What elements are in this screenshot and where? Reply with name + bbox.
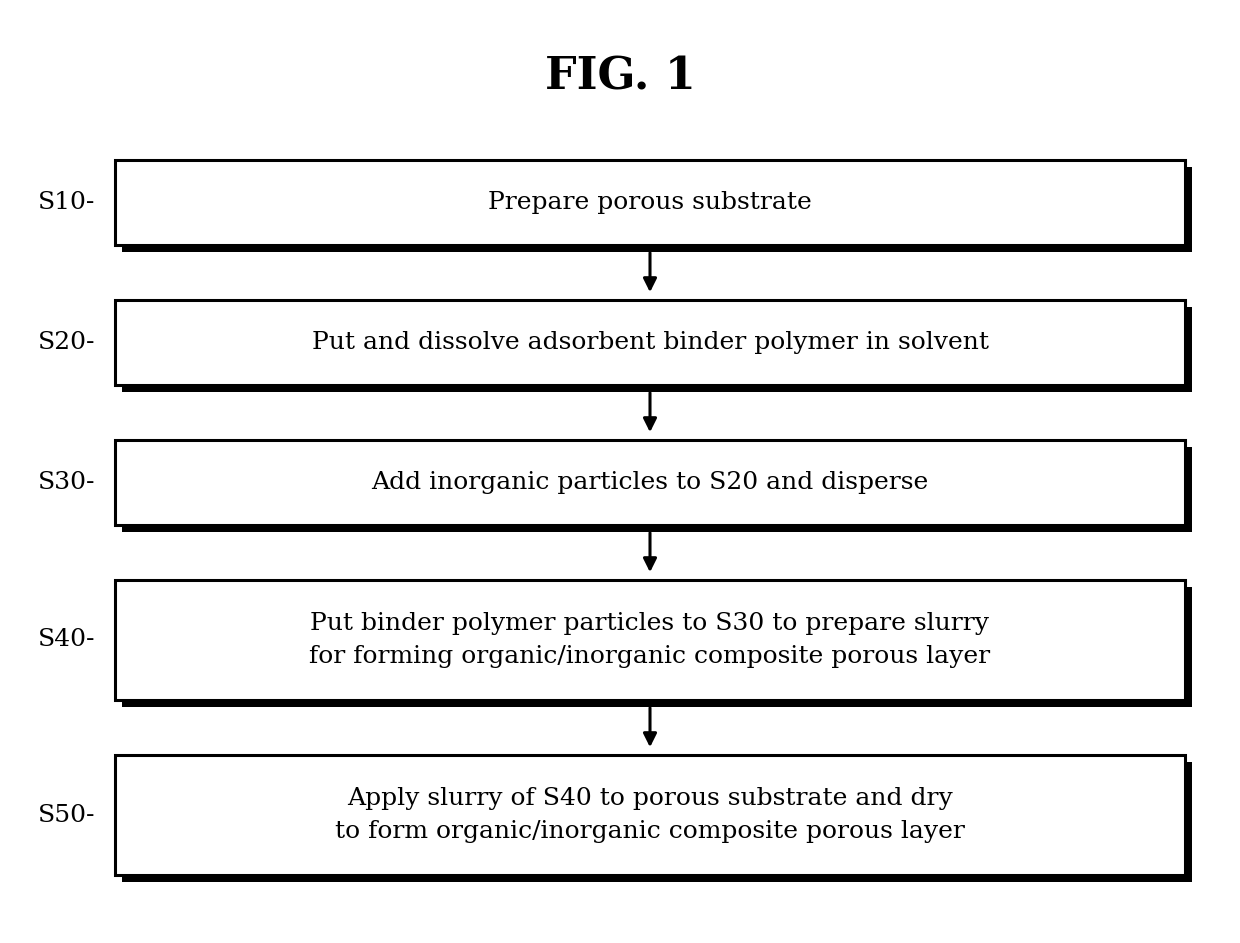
Text: S30-: S30- bbox=[37, 471, 95, 494]
Text: S40-: S40- bbox=[37, 628, 95, 652]
Bar bbox=[115, 160, 1185, 245]
Text: FIG. 1: FIG. 1 bbox=[544, 55, 696, 98]
Bar bbox=[115, 440, 1185, 525]
Bar bbox=[122, 447, 1192, 532]
Bar bbox=[122, 762, 1192, 882]
Text: Apply slurry of S40 to porous substrate and dry
to form organic/inorganic compos: Apply slurry of S40 to porous substrate … bbox=[335, 786, 965, 843]
Bar bbox=[115, 755, 1185, 875]
Bar bbox=[122, 587, 1192, 707]
Text: S20-: S20- bbox=[37, 331, 95, 354]
Text: Put and dissolve adsorbent binder polymer in solvent: Put and dissolve adsorbent binder polyme… bbox=[311, 331, 988, 354]
Text: Prepare porous substrate: Prepare porous substrate bbox=[489, 191, 812, 214]
Bar bbox=[122, 307, 1192, 392]
Text: S10-: S10- bbox=[37, 191, 95, 214]
Bar bbox=[122, 167, 1192, 252]
Text: S50-: S50- bbox=[37, 803, 95, 826]
Bar bbox=[115, 580, 1185, 700]
Text: Add inorganic particles to S20 and disperse: Add inorganic particles to S20 and dispe… bbox=[371, 471, 929, 494]
Bar bbox=[115, 300, 1185, 385]
Text: Put binder polymer particles to S30 to prepare slurry
for forming organic/inorga: Put binder polymer particles to S30 to p… bbox=[310, 612, 991, 669]
